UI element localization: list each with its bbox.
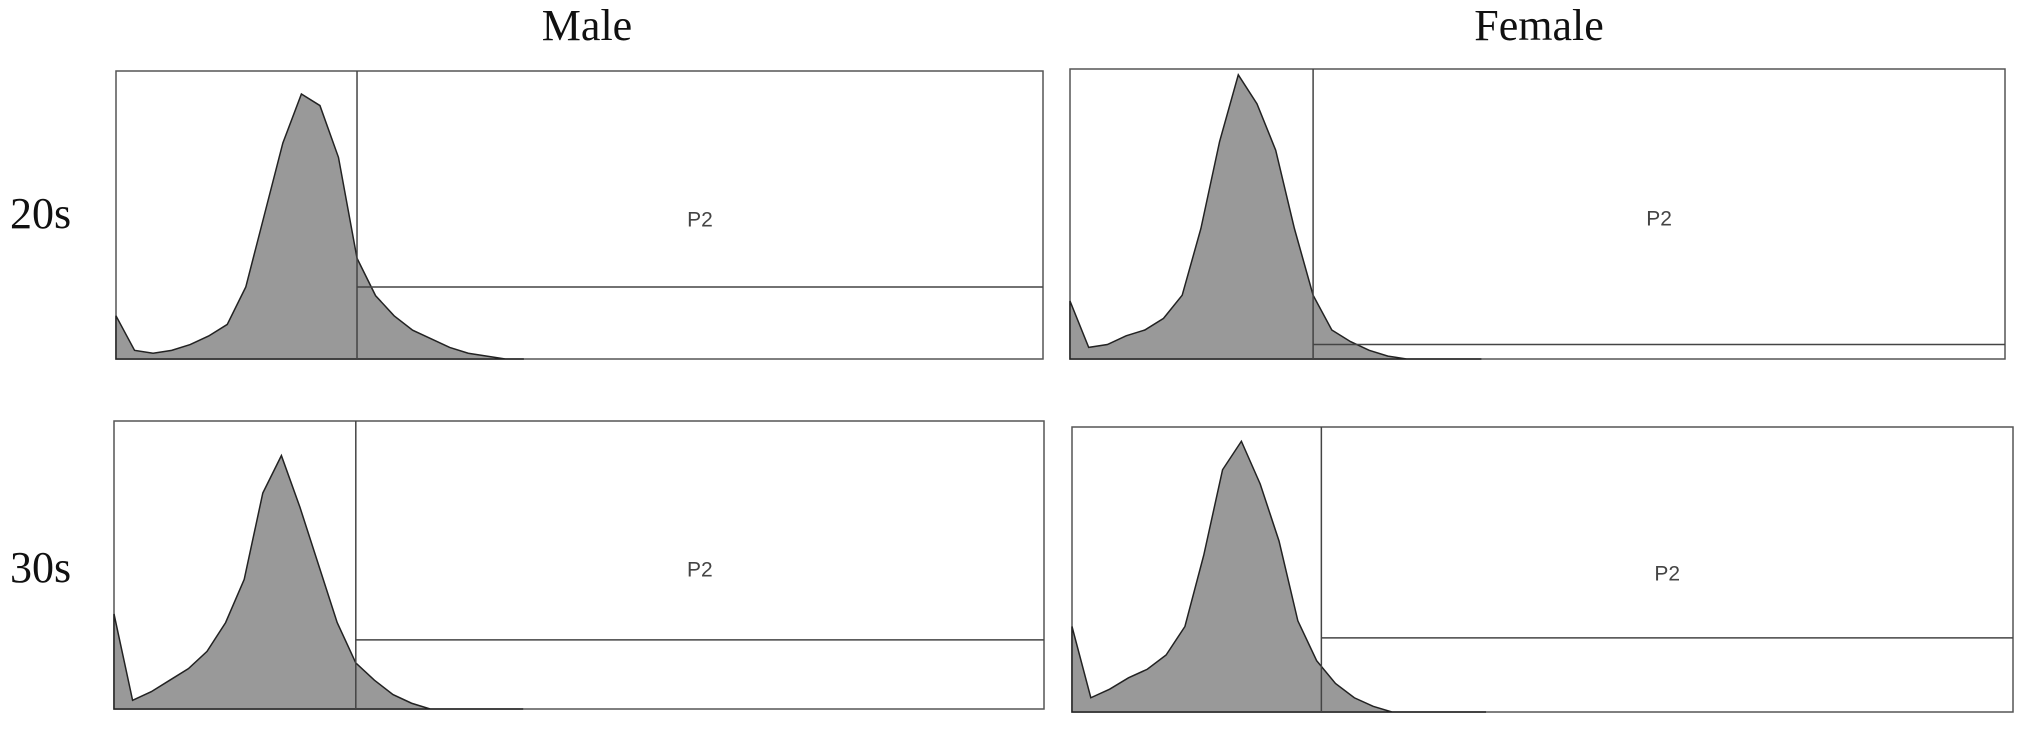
histogram-area	[1069, 72, 1482, 360]
gate-label: P2	[1646, 207, 1672, 230]
row-label: 20s	[10, 189, 71, 238]
gate-label: P2	[1654, 563, 1680, 586]
histogram-area	[113, 453, 524, 710]
column-label: Male	[542, 1, 632, 50]
gate-label: P2	[687, 208, 713, 231]
histogram-area	[1071, 439, 1487, 713]
column-label: Female	[1474, 1, 1604, 50]
histogram-area	[115, 92, 524, 360]
row-label: 30s	[10, 543, 71, 592]
gate-label: P2	[687, 558, 713, 581]
